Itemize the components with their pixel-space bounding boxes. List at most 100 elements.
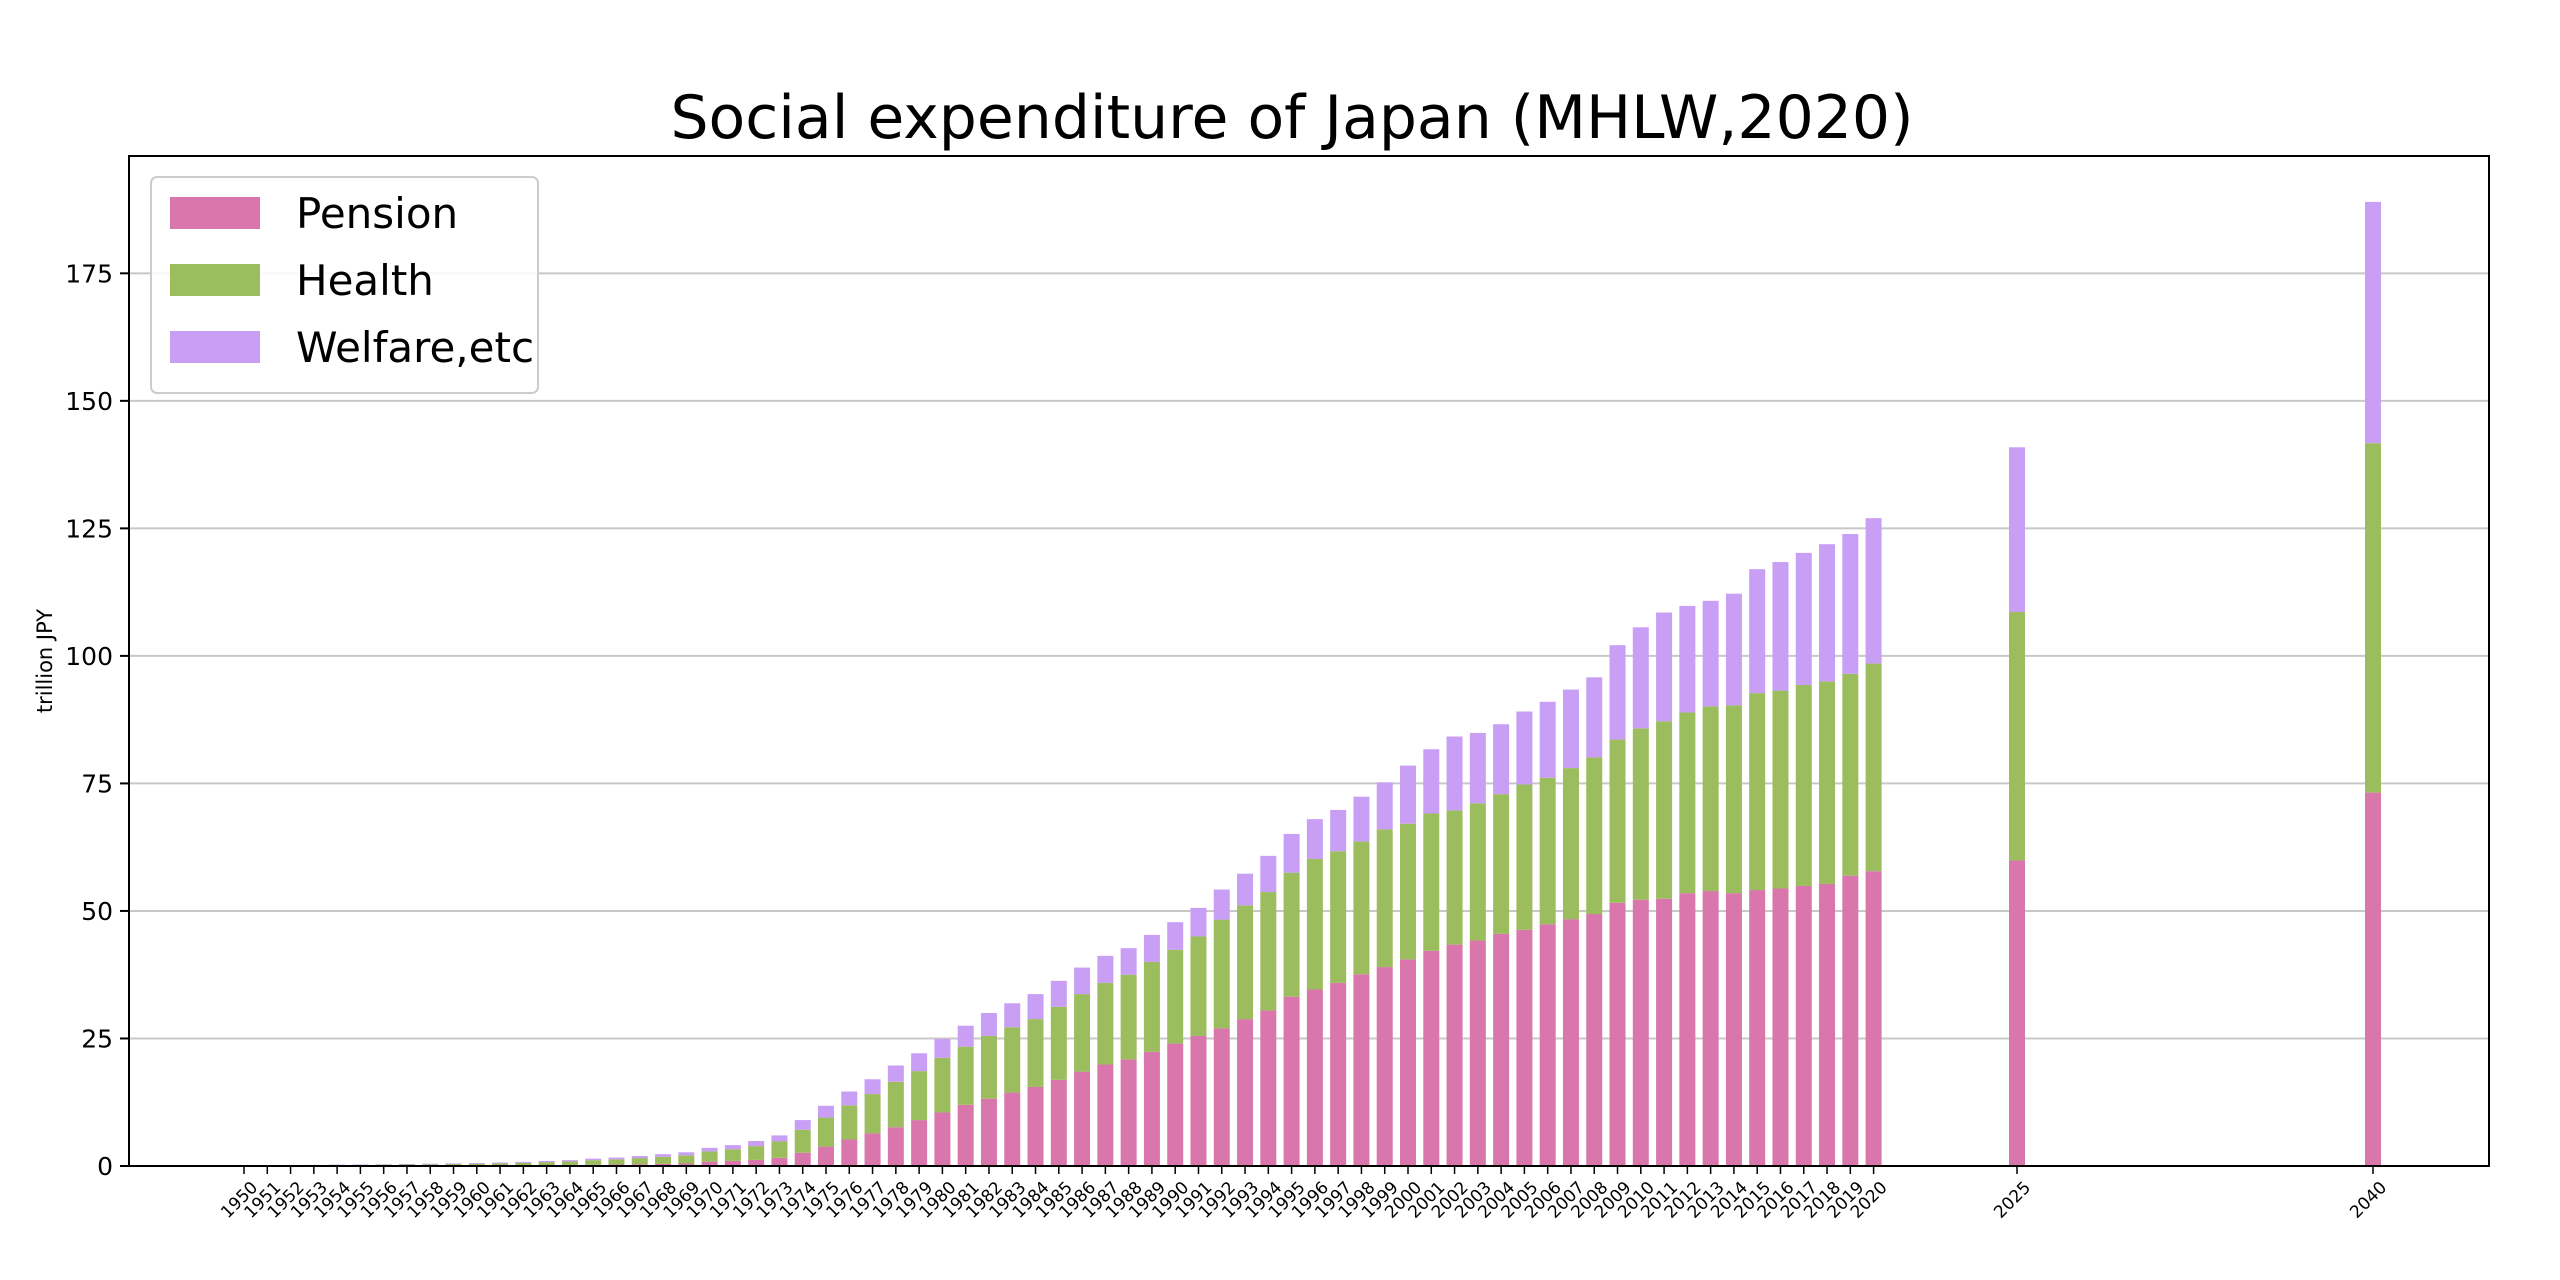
bar-health-1982	[980, 1035, 997, 1099]
bar-pension-2011	[1656, 898, 1673, 1166]
bar-pension-2001	[1423, 950, 1440, 1166]
legend-label: Welfare,etc	[296, 323, 534, 372]
bar-health-1967	[631, 1158, 648, 1165]
bar-welfare-etc-2000	[1400, 765, 1416, 824]
bar-health-1973	[771, 1141, 788, 1158]
bar-welfare-etc-1985	[1050, 980, 1067, 1007]
bar-welfare-etc-1962	[515, 1161, 532, 1163]
y-tick-label: 75	[81, 769, 113, 798]
bar-health-1963	[538, 1162, 555, 1166]
bars	[282, 201, 2381, 1166]
bar-welfare-etc-1994	[1260, 855, 1277, 893]
bar-pension-1979	[911, 1120, 928, 1166]
bar-health-1978	[887, 1081, 904, 1128]
bar-health-1992	[1213, 919, 1230, 1029]
y-axis-label: trillion JPY	[33, 609, 57, 713]
bar-pension-1986	[1074, 1071, 1091, 1166]
bar-welfare-etc-1980	[934, 1038, 951, 1058]
bar-welfare-etc-2020	[1865, 518, 1882, 664]
bar-welfare-etc-1970	[701, 1147, 718, 1152]
bar-welfare-etc-1969	[678, 1152, 695, 1156]
y-tick-label: 0	[97, 1152, 113, 1181]
bar-health-1966	[608, 1159, 625, 1165]
bar-welfare-etc-1989	[1143, 934, 1160, 962]
bar-welfare-etc-2013	[1702, 600, 1719, 707]
bar-pension-1982	[980, 1098, 997, 1166]
bar-health-2001	[1423, 813, 1440, 951]
bar-welfare-etc-1983	[1004, 1003, 1021, 1028]
bar-pension-1991	[1190, 1035, 1207, 1166]
bar-health-2018	[1819, 681, 1836, 884]
bar-health-2015	[1749, 693, 1766, 891]
bar-welfare-etc-1961	[492, 1162, 509, 1164]
bar-welfare-etc-1992	[1213, 889, 1230, 920]
bar-pension-2014	[1725, 893, 1742, 1166]
bar-welfare-etc-1966	[608, 1157, 625, 1160]
bar-health-2013	[1702, 706, 1719, 892]
bar-health-1996	[1306, 858, 1323, 990]
plot-frame	[128, 155, 2490, 1167]
y-tick-label: 50	[81, 897, 113, 926]
bar-pension-1998	[1353, 974, 1370, 1166]
bar-pension-1997	[1330, 982, 1347, 1166]
bar-pension-1985	[1050, 1079, 1067, 1166]
bar-pension-1976	[841, 1139, 858, 1166]
bar-health-2010	[1632, 728, 1649, 900]
bar-health-1972	[748, 1146, 765, 1160]
bar-welfare-etc-1968	[655, 1154, 672, 1157]
bar-health-2017	[1795, 684, 1812, 886]
bar-health-2009	[1609, 739, 1626, 903]
bar-health-1974	[794, 1129, 811, 1153]
x-tick-label: 2025	[1990, 1178, 2035, 1223]
bar-welfare-etc-1972	[748, 1141, 765, 1147]
x-tick-label: 2040	[2346, 1178, 2391, 1223]
bar-health-1976	[841, 1105, 858, 1140]
legend-swatch	[170, 197, 260, 229]
bar-pension-1992	[1213, 1028, 1230, 1166]
bar-welfare-etc-2019	[1842, 533, 1859, 674]
y-tick-label: 125	[65, 514, 113, 543]
bar-pension-1977	[864, 1133, 881, 1166]
bar-health-2014	[1725, 705, 1742, 894]
bar-welfare-etc-1993	[1237, 873, 1254, 906]
bar-pension-2005	[1516, 929, 1533, 1166]
bar-pension-2009	[1609, 902, 1626, 1166]
bar-health-1960	[468, 1163, 485, 1166]
bar-welfare-etc-1995	[1283, 833, 1300, 873]
bar-welfare-etc-1990	[1167, 922, 1184, 950]
x-axis: 1950195119521953195419551956195719581959…	[217, 1166, 2391, 1223]
bar-welfare-etc-2025	[2009, 447, 2025, 613]
bar-pension-2016	[1772, 888, 1789, 1166]
y-tick-label: 100	[65, 642, 113, 671]
bar-pension-1994	[1260, 1010, 1277, 1166]
bar-welfare-etc-2015	[1749, 569, 1766, 694]
bar-health-1985	[1050, 1006, 1067, 1080]
bar-health-1998	[1353, 841, 1370, 975]
bar-pension-1988	[1120, 1059, 1137, 1166]
bar-welfare-etc-2040	[2365, 201, 2381, 444]
bar-welfare-etc-1974	[794, 1120, 811, 1130]
legend: Pension Health Welfare,etc	[150, 176, 539, 394]
bar-health-1986	[1074, 994, 1091, 1072]
bar-health-2016	[1772, 690, 1789, 889]
y-tick-label: 25	[81, 1024, 113, 1053]
bar-welfare-etc-2011	[1656, 612, 1673, 722]
bar-pension-1981	[957, 1104, 974, 1166]
bar-welfare-etc-1976	[841, 1091, 858, 1106]
bar-pension-1972	[748, 1159, 765, 1166]
bar-health-2011	[1656, 721, 1673, 899]
bar-health-1993	[1237, 905, 1254, 1020]
bar-welfare-etc-2017	[1795, 552, 1812, 685]
bar-welfare-etc-2005	[1516, 711, 1533, 785]
bar-health-2006	[1539, 777, 1556, 925]
bar-pension-2010	[1632, 899, 1649, 1166]
bar-welfare-etc-1997	[1330, 809, 1347, 852]
bar-health-2012	[1679, 712, 1696, 894]
bar-welfare-etc-2008	[1586, 677, 1603, 758]
bar-health-1995	[1283, 872, 1300, 997]
bar-health-1975	[818, 1117, 834, 1147]
bar-welfare-etc-2018	[1819, 544, 1836, 682]
bar-welfare-etc-1981	[957, 1025, 974, 1047]
bar-welfare-etc-2007	[1562, 689, 1579, 769]
bar-health-2005	[1516, 784, 1533, 930]
